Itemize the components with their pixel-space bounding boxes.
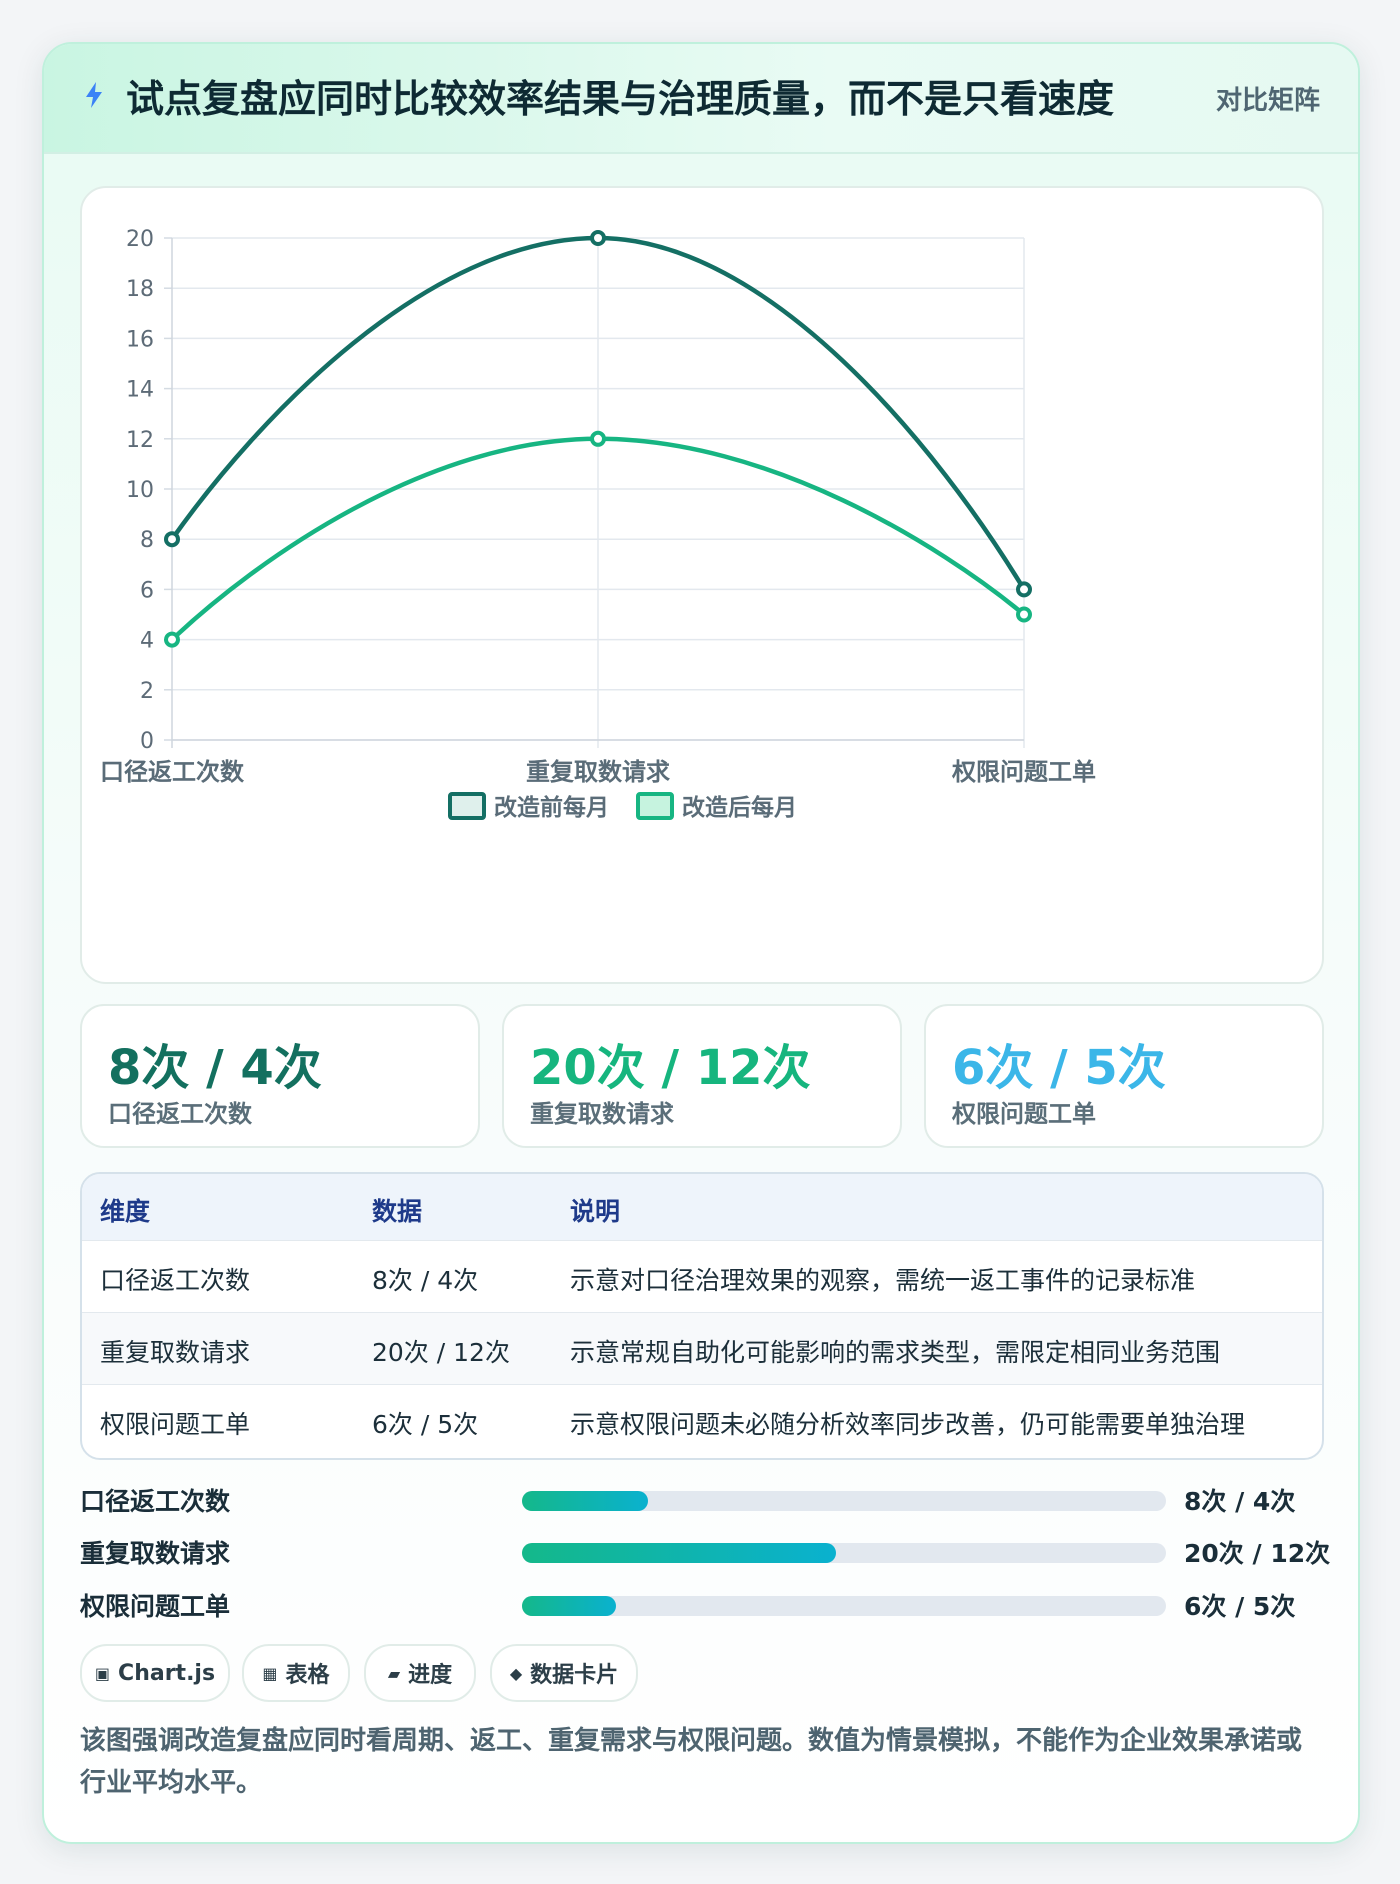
data-point	[164, 531, 180, 548]
card-header: 试点复盘应同时比较效率结果与治理质量，而不是只看速度 对比矩阵	[44, 44, 1358, 154]
kpi-value: 8次 / 4次	[108, 1040, 322, 1096]
y-tick-label: 2	[140, 679, 154, 704]
table-cell: 8次 / 4次	[372, 1266, 479, 1295]
chart-icon: ▣	[94, 1663, 111, 1683]
data-point	[590, 230, 606, 246]
table-cell: 20次 / 12次	[372, 1338, 510, 1367]
progress-track	[522, 1491, 1166, 1511]
progress-fill	[522, 1491, 648, 1511]
table-header-cell: 说明	[570, 1197, 621, 1226]
table-cell: 示意权限问题未必随分析效率同步改善，仍可能需要单独治理	[570, 1410, 1246, 1439]
matrix-badge: 对比矩阵	[1215, 86, 1320, 116]
y-tick-label: 14	[126, 378, 154, 403]
progress-value: 20次 / 12次	[1184, 1539, 1331, 1568]
progress-value: 6次 / 5次	[1184, 1592, 1296, 1621]
y-tick-label: 6	[140, 578, 154, 603]
y-tick-label: 4	[140, 629, 154, 654]
table-cell: 权限问题工单	[100, 1410, 251, 1439]
y-tick-label: 16	[126, 327, 154, 352]
line-chart-panel: 0 2 4 6 8 10 12 14 16 18 20 口径返工次数 重复取数请求 权限问题工单改造前每月…	[80, 186, 1324, 984]
legend-label: 改造后每月	[682, 794, 797, 821]
table-header-cell: 数据	[372, 1197, 423, 1226]
data-table: 维度 数据 说明 口径返工次数 8次 / 4次 示意对口径治理效果的观察，需统一…	[80, 1172, 1324, 1460]
kpi-label: 权限问题工单	[952, 1100, 1096, 1128]
legend-swatch	[636, 792, 674, 820]
legend-label: 改造前每月	[494, 794, 609, 821]
chip-progress[interactable]: ▰ 进度	[364, 1644, 476, 1702]
progress-row-permission-tickets: 权限问题工单 6次 / 5次	[80, 1585, 1326, 1625]
page-title: 试点复盘应同时比较效率结果与治理质量，而不是只看速度	[126, 77, 1115, 121]
progress-row-repeat-requests: 重复取数请求 20次 / 12次	[80, 1532, 1330, 1572]
table-cell: 口径返工次数	[100, 1266, 251, 1295]
progress-value: 8次 / 4次	[1184, 1487, 1296, 1516]
x-tick-label: 权限问题工单	[951, 758, 1096, 786]
progress-track	[522, 1543, 1166, 1563]
chip-label: Chart.js	[118, 1660, 216, 1686]
kpi-card-permission-tickets: 6次 / 5次 权限问题工单	[924, 1004, 1324, 1148]
table-header-cell: 维度	[100, 1197, 151, 1226]
x-tick-label: 口径返工次数	[100, 758, 245, 786]
y-tick-label: 10	[126, 478, 154, 503]
kpi-card-repeat-requests: 20次 / 12次 重复取数请求	[502, 1004, 902, 1148]
chip-label: 进度	[408, 1663, 453, 1688]
y-tick-label: 20	[126, 227, 154, 252]
kpi-label: 重复取数请求	[530, 1100, 674, 1128]
series-before	[164, 230, 1032, 598]
progress-label: 口径返工次数	[80, 1487, 231, 1516]
chip-label: 表格	[285, 1663, 330, 1688]
y-tick-label: 8	[140, 528, 154, 553]
progress-icon: ▰	[387, 1663, 401, 1683]
progress-label: 重复取数请求	[80, 1539, 231, 1568]
x-tick-label: 重复取数请求	[526, 758, 670, 786]
comparison-card: 试点复盘应同时比较效率结果与治理质量，而不是只看速度 对比矩阵 0 2 4 6 8 10 1…	[42, 42, 1360, 1844]
progress-fill	[522, 1596, 617, 1616]
chip-table[interactable]: ▦ 表格	[242, 1644, 350, 1702]
table-row: 口径返工次数 8次 / 4次 示意对口径治理效果的观察，需统一返工事件的记录标准	[82, 1240, 1322, 1313]
table-header-row: 维度 数据 说明	[82, 1174, 1322, 1240]
diamond-icon: ◆	[509, 1663, 523, 1683]
data-point	[164, 631, 180, 648]
progress-row-rework: 口径返工次数 8次 / 4次	[80, 1480, 1326, 1520]
chip-data-cards[interactable]: ◆ 数据卡片	[490, 1644, 638, 1702]
table-cell: 重复取数请求	[100, 1338, 251, 1367]
data-point	[590, 430, 606, 447]
progress-fill	[522, 1543, 837, 1563]
data-point	[1016, 581, 1032, 598]
line-chart: 0 2 4 6 8 10 12 14 16 18 20 口径返工次数 重复取数请求 权限问题工单改造前每月…	[100, 227, 1096, 821]
progress-label: 权限问题工单	[80, 1592, 231, 1621]
legend-swatch	[448, 792, 486, 820]
progress-track	[522, 1596, 1166, 1616]
kpi-card-rework: 8次 / 4次 口径返工次数	[80, 1004, 480, 1148]
table-icon: ▦	[262, 1663, 278, 1683]
table-cell: 6次 / 5次	[372, 1410, 479, 1439]
table-row: 重复取数请求 20次 / 12次 示意常规自助化可能影响的需求类型，需限定相同业…	[82, 1312, 1322, 1385]
footnote: 该图强调改造复盘应同时看周期、返工、重复需求与权限问题。数值为情景模拟，不能作为…	[80, 1726, 1303, 1798]
kpi-value: 6次 / 5次	[952, 1040, 1166, 1096]
lightning-icon	[86, 82, 102, 108]
kpi-label: 口径返工次数	[108, 1100, 252, 1128]
kpi-value: 20次 / 12次	[530, 1040, 811, 1096]
table-cell: 示意对口径治理效果的观察，需统一返工事件的记录标准	[570, 1266, 1196, 1295]
data-point	[1016, 606, 1032, 623]
y-tick-label: 18	[126, 277, 154, 302]
y-tick-label: 12	[126, 428, 154, 453]
y-tick-label: 0	[140, 729, 154, 754]
chip-chartjs[interactable]: ▣ Chart.js	[80, 1644, 230, 1702]
series-after	[164, 430, 1032, 648]
table-row: 权限问题工单 6次 / 5次 示意权限问题未必随分析效率同步改善，仍可能需要单独…	[82, 1384, 1322, 1457]
table-cell: 示意常规自助化可能影响的需求类型，需限定相同业务范围	[570, 1338, 1221, 1367]
chip-label: 数据卡片	[530, 1663, 619, 1688]
